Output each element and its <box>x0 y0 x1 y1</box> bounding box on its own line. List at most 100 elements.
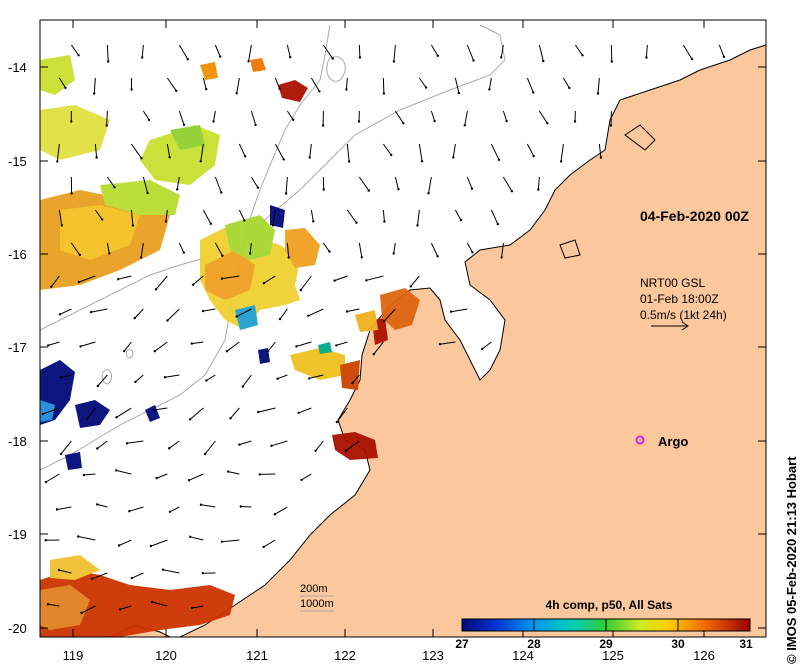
current-vector <box>538 44 544 62</box>
current-vector-head <box>365 279 368 282</box>
current-vector <box>454 209 462 221</box>
current-vector-head <box>151 600 154 604</box>
current-vector <box>91 308 108 313</box>
current-vector <box>236 308 252 318</box>
current-vector-head <box>155 476 158 480</box>
current-vector <box>597 77 600 94</box>
current-vector <box>78 275 96 283</box>
current-vector-head <box>322 188 325 191</box>
current-vector <box>310 209 314 222</box>
current-vector <box>189 407 204 420</box>
current-vector-head <box>149 544 153 548</box>
current-vector <box>123 341 132 352</box>
current-vector <box>91 572 108 580</box>
current-vector <box>394 110 404 124</box>
current-vector-head <box>355 221 358 224</box>
argo-marker[interactable] <box>635 435 645 445</box>
current-vector <box>250 110 257 126</box>
current-vector-head <box>130 88 133 91</box>
current-vector-head <box>168 510 172 513</box>
current-vector-head <box>297 411 300 414</box>
current-vector <box>135 374 144 383</box>
current-vector <box>263 539 276 548</box>
current-vector <box>315 440 324 452</box>
current-vector-head <box>284 192 288 195</box>
current-vector <box>191 605 204 609</box>
current-vector-head <box>609 124 613 127</box>
current-vector-head <box>225 350 229 353</box>
current-vector <box>86 407 96 420</box>
current-vector-head <box>147 118 151 122</box>
current-vector-head <box>108 252 111 255</box>
current-vector <box>58 209 63 226</box>
current-vector-head <box>212 120 215 123</box>
current-vector-head <box>166 319 169 322</box>
current-vector <box>322 44 334 59</box>
sst-patches <box>40 55 420 637</box>
current-vector-head <box>424 86 428 89</box>
current-vector-head <box>139 256 143 259</box>
current-vector-head <box>273 513 276 516</box>
current-vector <box>80 341 96 347</box>
legend-line-3: 0.5m/s (1kt 24h) <box>640 308 727 322</box>
current-vector <box>393 242 396 254</box>
current-vector-head <box>344 449 348 452</box>
current-vector <box>97 374 108 387</box>
current-vector <box>176 176 180 190</box>
current-vector-head <box>488 88 491 91</box>
current-vector-head <box>436 54 439 57</box>
current-vector <box>83 473 96 476</box>
current-vector <box>45 473 60 483</box>
current-vector <box>358 242 363 258</box>
current-vector-head <box>199 160 202 163</box>
current-vector <box>598 143 602 158</box>
map-frame <box>39 19 767 638</box>
current-vector-head <box>153 350 156 353</box>
legend-arrow-icon <box>651 321 689 331</box>
current-vector-head <box>82 473 86 477</box>
current-vector-head <box>500 256 503 259</box>
current-vector <box>481 341 492 350</box>
current-vector-head <box>351 381 354 385</box>
colorbar-tick: 31 <box>739 637 753 651</box>
current-vector <box>308 308 324 317</box>
current-vector <box>248 44 252 62</box>
current-vector-head <box>100 218 104 221</box>
current-vector-head <box>199 503 203 506</box>
current-vector <box>190 536 204 541</box>
current-vector-head <box>267 349 270 353</box>
current-vector <box>538 110 548 124</box>
current-vector <box>226 341 240 352</box>
current-vector <box>59 308 72 315</box>
current-vector-head <box>500 56 503 59</box>
current-vector-head <box>568 86 571 90</box>
current-vector <box>47 603 60 607</box>
argo-icon[interactable] <box>635 435 645 445</box>
current-vector-head <box>190 606 194 610</box>
current-vector <box>286 242 290 258</box>
current-vector-head <box>77 54 80 57</box>
current-vector-head <box>226 470 230 473</box>
current-vector-head <box>360 256 363 259</box>
current-vector <box>562 77 570 89</box>
current-vector-head <box>345 310 349 313</box>
current-vector-head <box>152 408 156 412</box>
current-vector-head <box>190 342 194 345</box>
current-vector-head <box>438 343 442 346</box>
current-vector-head <box>117 544 121 547</box>
current-vector-head <box>270 444 273 447</box>
x-tick-label: 124 <box>512 648 534 663</box>
isobath-1000m <box>40 24 506 331</box>
current-vector-head <box>50 285 53 288</box>
current-vector <box>214 242 223 256</box>
current-vector-head <box>205 88 208 91</box>
current-vector-head <box>41 412 45 416</box>
current-vector-head <box>312 220 315 223</box>
current-vector <box>502 110 508 122</box>
current-vector <box>59 569 72 574</box>
current-vector-head <box>205 379 208 382</box>
current-vector-head <box>93 92 96 95</box>
current-vector-head <box>271 224 275 227</box>
current-vector <box>167 308 180 321</box>
current-vector-head <box>722 55 726 58</box>
